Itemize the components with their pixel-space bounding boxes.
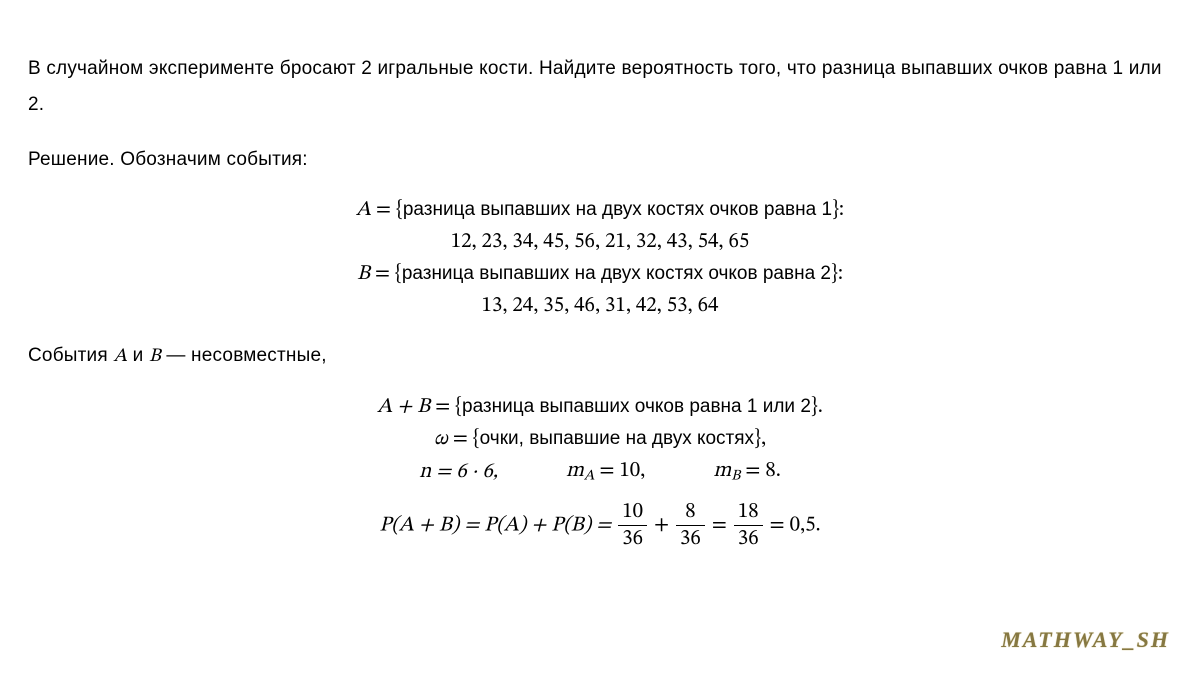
- event-a-lhs: A: [356, 199, 371, 220]
- event-b-lhs: B: [357, 263, 370, 284]
- union-text: разница выпавших очков равна 1 или 2: [462, 396, 811, 417]
- event-b-outcomes: 13, 24, 35, 46, 31, 42, 53, 64: [28, 293, 1172, 319]
- frac-18-36: 18 36: [734, 500, 763, 551]
- event-b-text: разница выпавших на двух костях очков ра…: [402, 263, 831, 284]
- final-lhs: P(A + B) = P(A) + P(B) =: [379, 515, 616, 536]
- event-a-text: разница выпавших на двух костях очков ра…: [403, 199, 832, 220]
- omega-text: очки, выпавшие на двух костях: [480, 428, 754, 449]
- event-a-definition: A = {разница выпавших на двух костях очк…: [28, 197, 1172, 223]
- omega-lhs: ω: [434, 428, 448, 449]
- frac-10-36: 10 36: [618, 500, 647, 551]
- counts-row: n = 6 · 6, mA = 10, mB = 8.: [28, 458, 1172, 486]
- union-definition: A + B = {разница выпавших очков равна 1 …: [28, 394, 1172, 420]
- count-ma: mA = 10,: [566, 458, 645, 486]
- event-a-outcomes: 12, 23, 34, 45, 56, 21, 32, 43, 54, 65: [28, 229, 1172, 255]
- incompatible-note: События A и B — несовместные,: [28, 338, 1172, 375]
- count-mb: mB = 8.: [713, 458, 781, 486]
- problem-statement: В случайном эксперименте бросают 2 играл…: [28, 51, 1172, 123]
- omega-definition: ω = {очки, выпавшие на двух костях},: [28, 426, 1172, 452]
- union-lhs: A + B: [377, 396, 430, 417]
- final-probability: P(A + B) = P(A) + P(B) = 10 36 + 8 36 = …: [28, 500, 1172, 551]
- watermark: MATHWAY_SH: [1001, 627, 1170, 653]
- event-b-definition: B = {разница выпавших на двух костях очк…: [28, 261, 1172, 287]
- count-n: n = 6 · 6,: [419, 459, 498, 485]
- solution-intro: Решение. Обозначим события:: [28, 142, 1172, 178]
- frac-8-36: 8 36: [676, 500, 705, 551]
